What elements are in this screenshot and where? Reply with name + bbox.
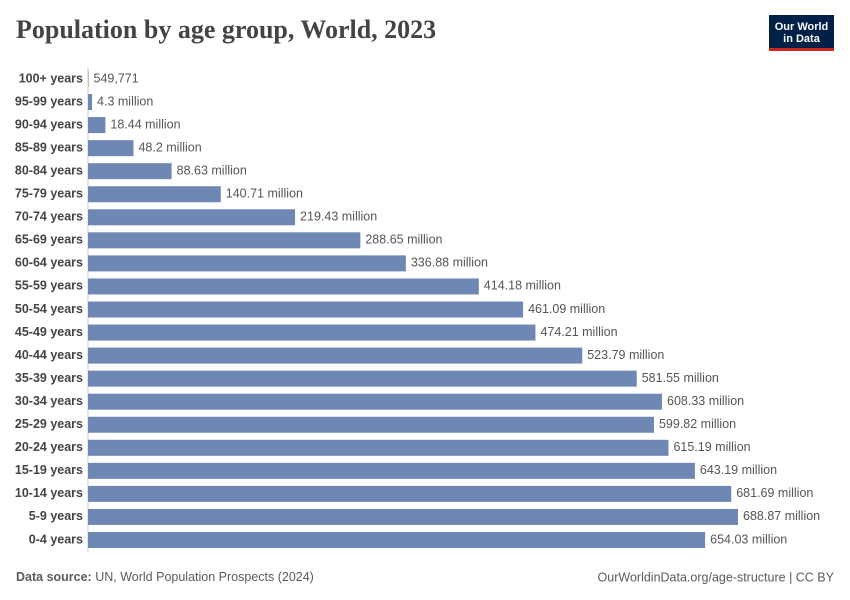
chart-title: Population by age group, World, 2023 [16,15,436,44]
category-label: 45-49 years [15,325,83,339]
category-label: 65-69 years [15,233,83,247]
footer-link[interactable]: OurWorldinData.org/age-structure | CC BY [598,570,835,584]
category-label: 95-99 years [15,94,83,108]
value-label: 688.87 million [743,509,820,523]
bar [88,393,663,410]
category-label: 50-54 years [15,302,83,316]
category-label: 15-19 years [15,463,83,477]
bar [88,532,706,548]
category-label: 60-64 years [15,256,83,270]
value-label: 88.63 million [177,163,247,177]
logo-stripe [769,48,834,51]
value-label: 654.03 million [710,532,787,546]
category-label: 40-44 years [15,348,83,362]
category-label: 55-59 years [15,279,83,293]
value-label: 288.65 million [365,233,442,247]
bar [88,232,361,249]
value-label: 549,771 [94,71,139,85]
bar [88,209,296,226]
value-label: 4.3 million [97,94,153,108]
value-label: 336.88 million [411,256,488,270]
category-label: 100+ years [19,71,83,85]
logo-text: in Data [783,33,821,45]
value-label: 48.2 million [138,140,201,154]
bar [88,140,134,157]
source-text: UN, World Population Prospects (2024) [95,570,314,584]
value-label: 219.43 million [300,210,377,224]
value-label: 461.09 million [528,302,605,316]
value-label: 681.69 million [736,486,813,500]
category-label: 5-9 years [29,509,83,523]
bar [88,462,695,479]
category-label: 70-74 years [15,210,83,224]
category-label: 20-24 years [15,440,83,454]
bar [88,117,106,134]
value-label: 608.33 million [667,394,744,408]
bar [88,94,93,111]
bar [88,370,637,387]
category-label: 30-34 years [15,394,83,408]
bar [88,485,732,502]
category-label: 0-4 years [29,532,83,546]
bar [88,508,738,525]
category-label: 35-39 years [15,371,83,385]
category-label: 75-79 years [15,187,83,201]
logo-text: Our World [775,21,829,33]
value-label: 18.44 million [110,117,180,131]
value-label: 140.71 million [226,187,303,201]
bar [88,255,406,272]
value-label: 474.21 million [540,325,617,339]
bar [88,347,583,364]
category-label: 10-14 years [15,486,83,500]
category-label: 80-84 years [15,163,83,177]
value-label: 414.18 million [484,279,561,293]
bar [88,71,89,87]
bar [88,278,479,295]
footer-source: Data source: UN, World Population Prospe… [16,570,314,584]
logo-box [769,15,834,51]
value-label: 615.19 million [673,440,750,454]
category-label: 25-29 years [15,417,83,431]
bar [88,163,172,180]
bar [88,301,524,318]
value-label: 599.82 million [659,417,736,431]
category-label: 90-94 years [15,117,83,131]
bar [88,416,654,433]
bar [88,186,221,203]
bar [88,324,536,341]
value-label: 523.79 million [587,348,664,362]
source-label: Data source: [16,570,92,584]
bar [88,439,669,456]
value-label: 643.19 million [700,463,777,477]
logo[interactable]: Our World in Data [769,15,834,51]
value-label: 581.55 million [642,371,719,385]
category-label: 85-89 years [15,140,83,154]
